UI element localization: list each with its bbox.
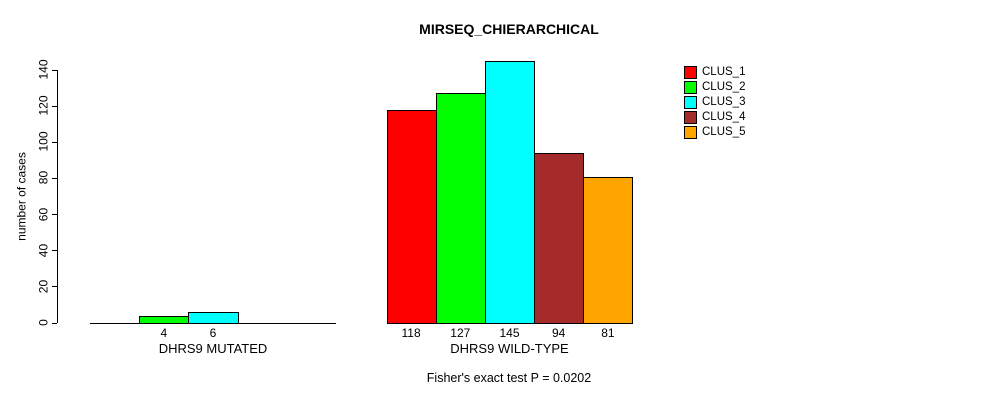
y-tick — [52, 69, 57, 71]
y-tick-label: 80 — [36, 171, 51, 185]
legend-item-clus_2: CLUS_2 — [684, 81, 745, 94]
bar-clus_3 — [188, 312, 239, 324]
y-tick — [52, 322, 57, 324]
legend-label: CLUS_3 — [702, 96, 746, 108]
bar-value-label: 127 — [450, 326, 471, 340]
legend-label: CLUS_1 — [702, 66, 746, 78]
y-axis-label: number of cases — [14, 152, 29, 241]
group-label: DHRS9 MUTATED — [158, 341, 268, 356]
bar-value-label: 4 — [160, 326, 168, 340]
legend-label: CLUS_2 — [702, 81, 746, 93]
y-tick-label: 120 — [36, 95, 51, 116]
group-label: DHRS9 WILD-TYPE — [450, 341, 569, 356]
y-tick-label: 0 — [36, 319, 51, 326]
y-tick — [52, 105, 57, 107]
legend-swatch-icon — [684, 81, 697, 94]
bar-clus_2 — [139, 316, 190, 324]
bar-value-label: 81 — [601, 326, 615, 340]
y-tick — [52, 214, 57, 216]
legend-swatch-icon — [684, 126, 697, 139]
bar-clus_1 — [386, 110, 437, 324]
legend-swatch-icon — [684, 66, 697, 79]
legend-item-clus_1: CLUS_1 — [684, 66, 745, 79]
legend: CLUS_1 CLUS_2 CLUS_3 CLUS_4 CLUS_5 — [684, 66, 745, 141]
y-tick — [52, 177, 57, 179]
legend-item-clus_3: CLUS_3 — [684, 96, 745, 109]
bar-clus_2 — [435, 93, 486, 324]
legend-label: CLUS_5 — [702, 126, 746, 138]
fisher-test-annotation: Fisher's exact test P = 0.0202 — [426, 371, 592, 385]
bar-clus_5 — [583, 177, 634, 324]
bar-value-label: 118 — [401, 326, 421, 340]
bar-value-label: 6 — [209, 326, 217, 340]
legend-label: CLUS_4 — [702, 111, 746, 123]
y-tick-label: 100 — [36, 131, 51, 152]
y-tick — [52, 250, 57, 252]
y-tick — [52, 141, 57, 143]
y-tick-label: 140 — [36, 59, 51, 80]
bar-clus_4 — [534, 153, 585, 324]
y-tick — [52, 286, 57, 288]
bar-clus_3 — [484, 61, 536, 324]
chart-title: MIRSEQ_CHIERARCHICAL — [419, 21, 599, 37]
y-tick-label: 40 — [36, 243, 51, 257]
bar-value-label: 145 — [499, 326, 520, 340]
legend-swatch-icon — [684, 111, 697, 124]
legend-item-clus_5: CLUS_5 — [684, 126, 745, 139]
legend-swatch-icon — [684, 96, 697, 109]
y-tick-label: 60 — [36, 207, 51, 221]
y-tick-label: 20 — [36, 279, 51, 294]
bar-value-label: 94 — [552, 326, 566, 340]
y-axis-line — [57, 69, 58, 324]
legend-item-clus_4: CLUS_4 — [684, 111, 745, 124]
